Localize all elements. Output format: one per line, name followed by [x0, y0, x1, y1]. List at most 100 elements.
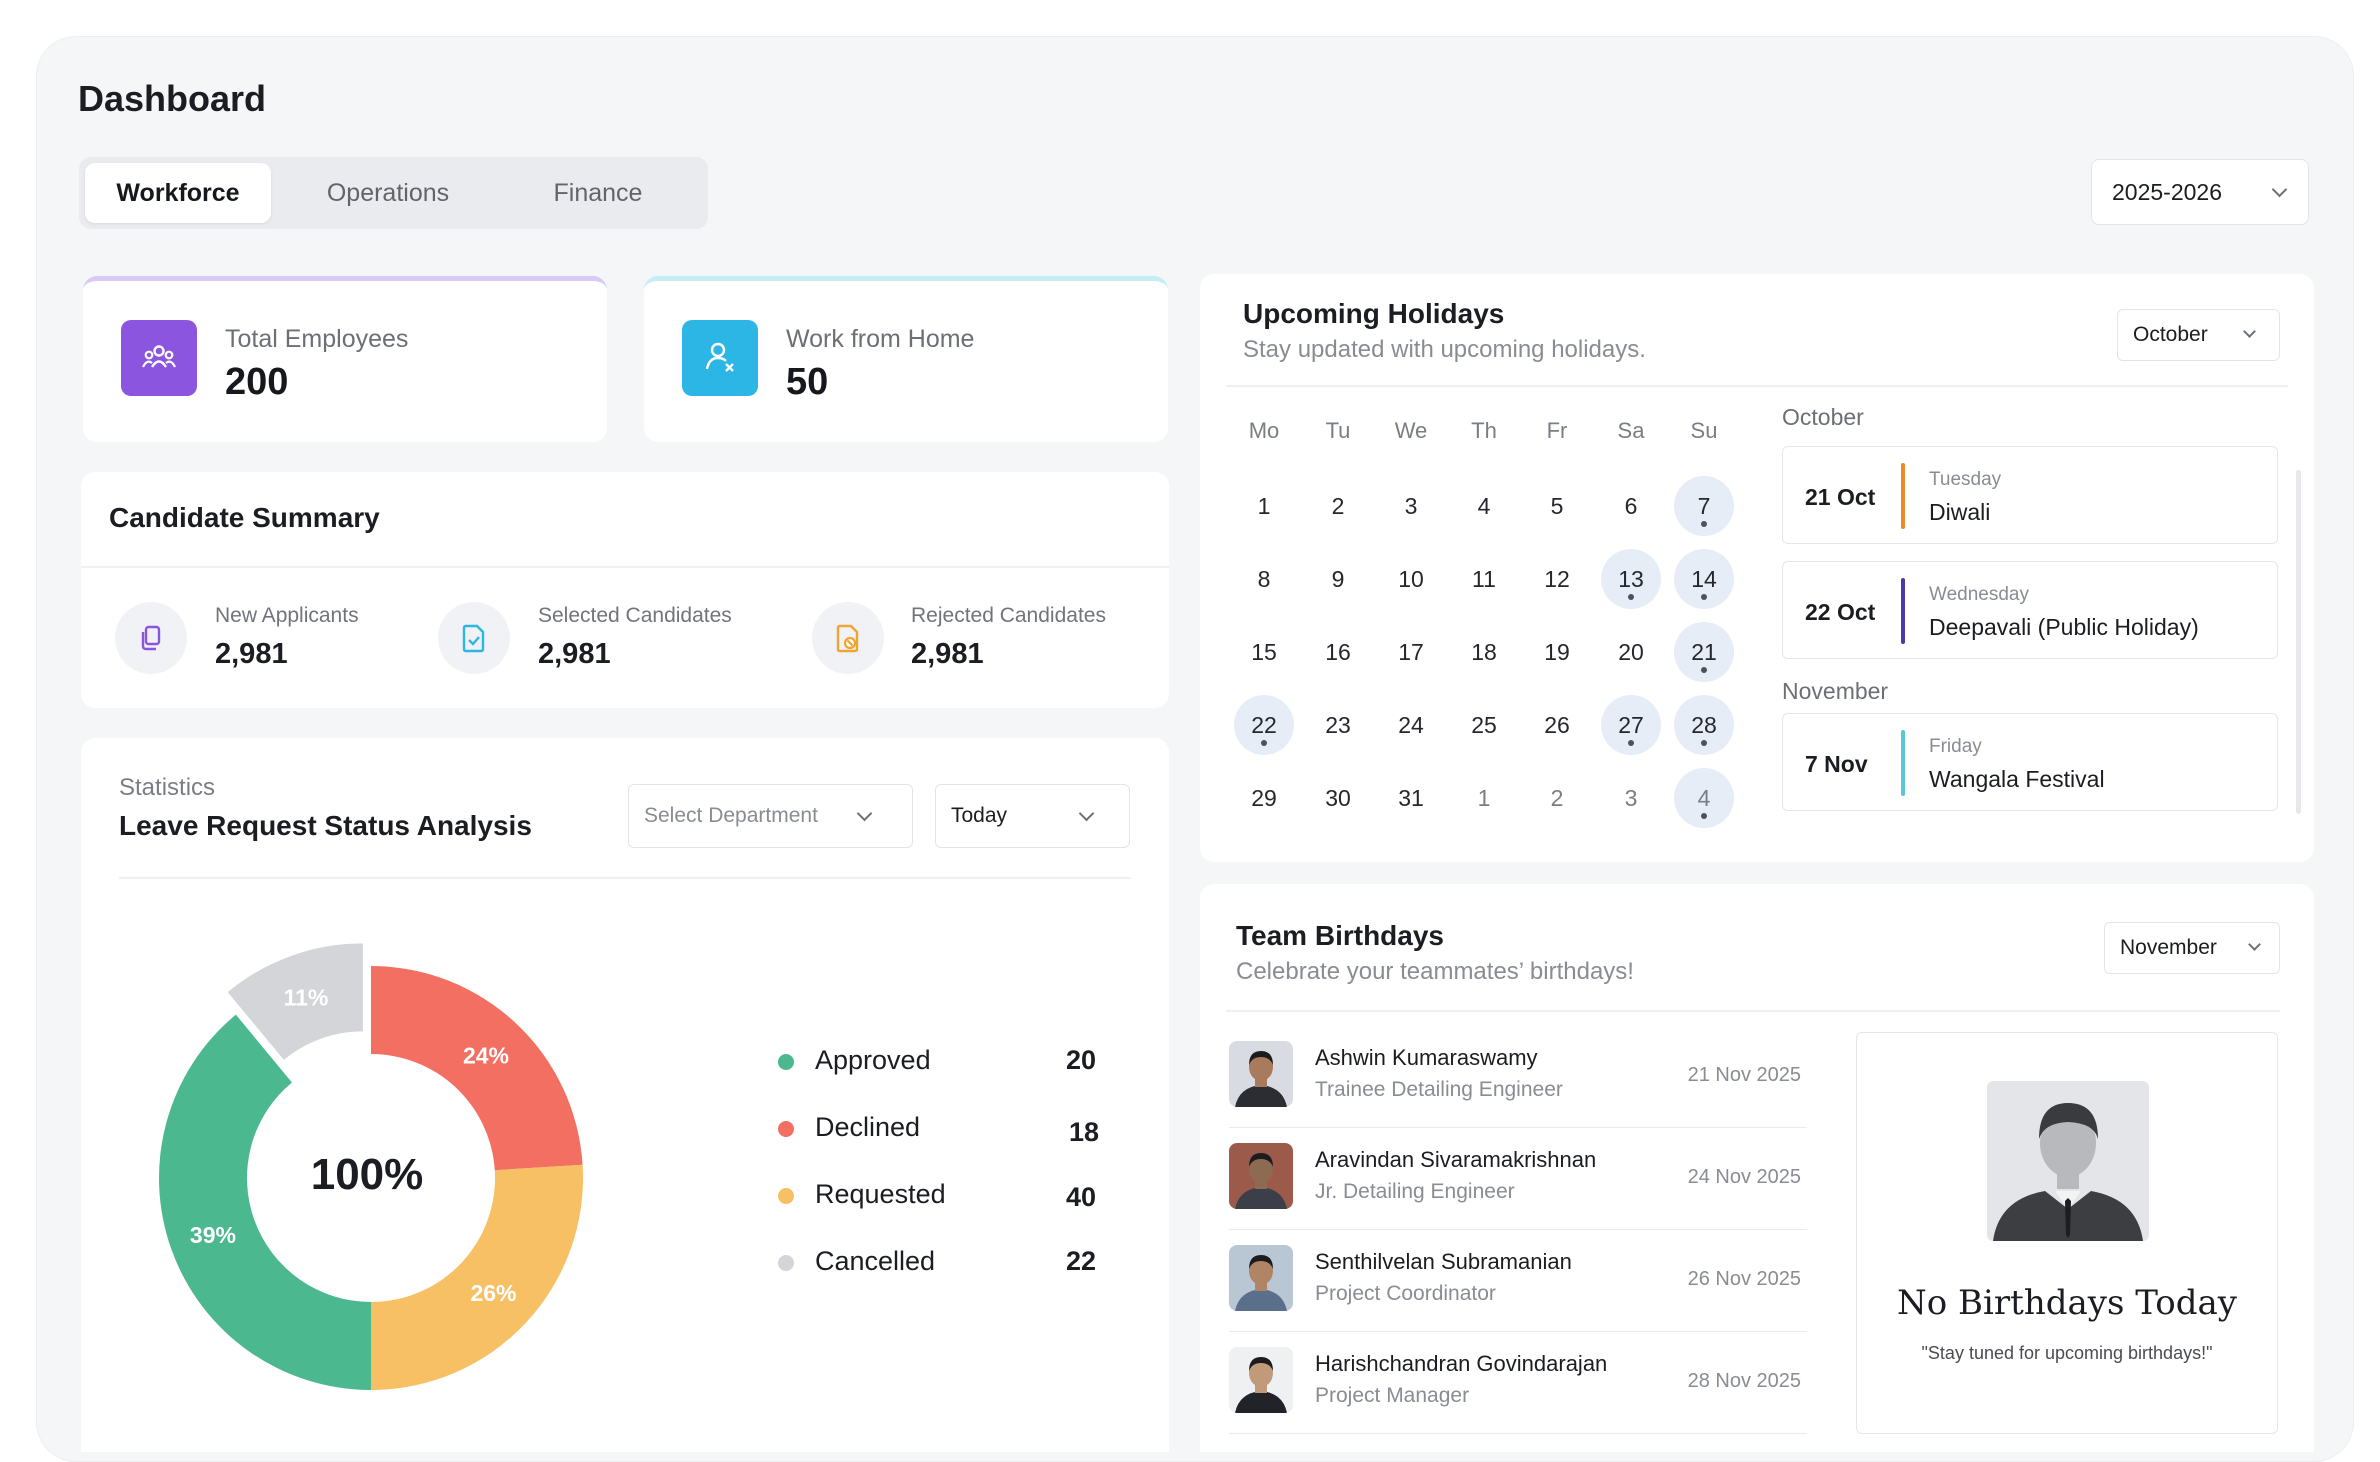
holiday-name: Wangala Festival — [1929, 766, 2105, 792]
calendar-day[interactable]: 30 — [1308, 768, 1368, 828]
calendar-day-number: 10 — [1398, 566, 1424, 592]
holiday-item[interactable]: 22 Oct Wednesday Deepavali (Public Holiday… — [1782, 561, 2278, 659]
tab-finance[interactable]: Finance — [553, 179, 643, 207]
tab-operations[interactable]: Operations — [326, 179, 450, 207]
birthday-row[interactable]: Ashwin Kumaraswamy Trainee Detailing Engi… — [1229, 1026, 1807, 1128]
calendar-day[interactable]: 23 — [1308, 695, 1368, 755]
kpi-label: Total Employees — [225, 325, 409, 353]
calendar-day-number: 7 — [1697, 493, 1711, 519]
donut-slice-declined[interactable] — [371, 966, 583, 1171]
calendar-day[interactable]: 7 — [1674, 476, 1734, 536]
calendar-day[interactable]: 10 — [1381, 549, 1441, 609]
calendar-day[interactable]: 14 — [1674, 549, 1734, 609]
calendar-day[interactable]: 18 — [1454, 622, 1514, 682]
birthday-person-role: Trainee Detailing Engineer — [1315, 1078, 1563, 1101]
birthday-month-value: November — [2120, 936, 2217, 959]
calendar-day[interactable]: 28 — [1674, 695, 1734, 755]
donut-slice-cancelled[interactable] — [227, 943, 363, 1060]
weekday-header: Fr — [1546, 418, 1568, 443]
rejected-candidates-value: 2,981 — [911, 638, 984, 670]
calendar-day-number: 18 — [1471, 639, 1497, 665]
legend-value: 40 — [1066, 1182, 1097, 1212]
calendar-day[interactable]: 27 — [1601, 695, 1661, 755]
calendar-day-number: 23 — [1325, 712, 1351, 738]
period-value: Today — [951, 804, 1008, 827]
donut-slice-requested[interactable] — [371, 1164, 583, 1390]
chevron-down-icon — [2271, 181, 2288, 198]
birthday-row[interactable]: Harishchandran Govindarajan Project Manag… — [1229, 1332, 1807, 1434]
chevron-down-icon — [1078, 805, 1095, 822]
donut-slice-approved[interactable] — [159, 1014, 371, 1390]
weekday-header: Th — [1471, 418, 1497, 443]
holiday-item[interactable]: 21 Oct Tuesday Diwali — [1782, 446, 2278, 544]
calendar-day-number: 4 — [1697, 785, 1711, 811]
calendar-day[interactable]: 19 — [1527, 622, 1587, 682]
legend-label: Declined — [815, 1112, 921, 1142]
calendar-day[interactable]: 15 — [1234, 622, 1294, 682]
calendar-day[interactable]: 2 — [1527, 768, 1587, 828]
donut-slice-label: 11% — [284, 984, 329, 1010]
calendar-day[interactable]: 31 — [1381, 768, 1441, 828]
calendar-day[interactable]: 16 — [1308, 622, 1368, 682]
calendar-day[interactable]: 3 — [1601, 768, 1661, 828]
calendar-day[interactable]: 13 — [1601, 549, 1661, 609]
calendar-day[interactable]: 4 — [1454, 476, 1514, 536]
calendar-day[interactable]: 1 — [1234, 476, 1294, 536]
calendar-day[interactable]: 20 — [1601, 622, 1661, 682]
leave-statistics-card: Statistics Leave Request Status Analysis… — [81, 738, 1169, 1452]
calendar-day-number: 22 — [1251, 712, 1277, 738]
birthday-row[interactable]: Senthilvelan Subramanian Project Coordina… — [1229, 1230, 1807, 1332]
holiday-month-select[interactable]: October — [2117, 309, 2280, 361]
holiday-name: Diwali — [1929, 499, 1991, 525]
calendar-day[interactable]: 25 — [1454, 695, 1514, 755]
calendar-day[interactable]: 5 — [1527, 476, 1587, 536]
calendar-day[interactable]: 6 — [1601, 476, 1661, 536]
calendar-day-number: 3 — [1404, 493, 1418, 519]
section-title: Candidate Summary — [109, 502, 380, 533]
tab-workforce[interactable]: Workforce — [85, 163, 271, 223]
calendar-day-number: 3 — [1624, 785, 1638, 811]
kpi-value: 50 — [786, 361, 829, 403]
holiday-weekday: Friday — [1929, 736, 1982, 757]
birthday-date: 21 Nov 2025 — [1687, 1064, 1801, 1086]
scrollbar[interactable] — [2296, 470, 2301, 814]
holiday-marker-icon — [1701, 813, 1707, 819]
holidays-subtitle: Stay updated with upcoming holidays. — [1243, 336, 1646, 363]
calendar-day[interactable]: 9 — [1308, 549, 1368, 609]
no-birthdays-title: No Birthdays Today — [1897, 1283, 2237, 1323]
birthday-person-role: Project Manager — [1315, 1384, 1470, 1407]
chevron-down-icon — [2248, 938, 2261, 951]
holiday-marker-icon — [1701, 740, 1707, 746]
birthday-month-select[interactable]: November — [2104, 922, 2280, 974]
calendar-day-number: 1 — [1477, 785, 1491, 811]
calendar-day[interactable]: 24 — [1381, 695, 1441, 755]
department-select[interactable]: Select Department — [628, 784, 913, 848]
calendar-day-number: 17 — [1398, 639, 1424, 665]
leave-analysis-title: Leave Request Status Analysis — [119, 810, 532, 841]
calendar-day[interactable]: 22 — [1234, 695, 1294, 755]
calendar-day[interactable]: 29 — [1234, 768, 1294, 828]
selected-candidates-value: 2,981 — [538, 638, 611, 670]
calendar-day[interactable]: 11 — [1454, 549, 1514, 609]
calendar-day[interactable]: 1 — [1454, 768, 1514, 828]
calendar-day[interactable]: 2 — [1308, 476, 1368, 536]
selected-candidates-label: Selected Candidates — [538, 604, 732, 627]
holiday-name: Deepavali (Public Holiday) — [1929, 614, 2199, 640]
holiday-item[interactable]: 7 Nov Friday Wangala Festival — [1782, 713, 2278, 811]
calendar-day[interactable]: 3 — [1381, 476, 1441, 536]
calendar-day[interactable]: 8 — [1234, 549, 1294, 609]
birthday-row[interactable]: Aravindan Sivaramakrishnan Jr. Detailing … — [1229, 1128, 1807, 1230]
calendar-day-number: 12 — [1544, 566, 1570, 592]
year-select[interactable]: 2025-2026 — [2091, 159, 2309, 225]
calendar-day-number: 8 — [1257, 566, 1271, 592]
year-select-value: 2025-2026 — [2112, 179, 2222, 205]
calendar-day[interactable]: 17 — [1381, 622, 1441, 682]
calendar-day-number: 16 — [1325, 639, 1351, 665]
calendar-day[interactable]: 21 — [1674, 622, 1734, 682]
calendar-day[interactable]: 26 — [1527, 695, 1587, 755]
calendar-day[interactable]: 4 — [1674, 768, 1734, 828]
period-select[interactable]: Today — [935, 784, 1130, 848]
birthday-date: 28 Nov 2025 — [1687, 1370, 1801, 1392]
calendar-day[interactable]: 12 — [1527, 549, 1587, 609]
holiday-date: 7 Nov — [1805, 751, 1868, 777]
